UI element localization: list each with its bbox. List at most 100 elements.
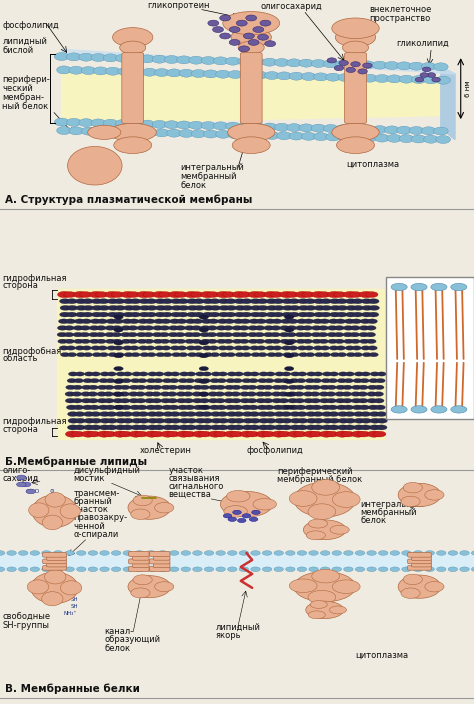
Circle shape	[282, 312, 292, 317]
Text: гидрофильная: гидрофильная	[2, 274, 67, 282]
Circle shape	[272, 319, 282, 324]
Circle shape	[350, 332, 360, 337]
Circle shape	[143, 291, 155, 297]
Text: олиго-: олиго-	[2, 466, 31, 474]
Circle shape	[73, 339, 83, 344]
Circle shape	[135, 567, 144, 572]
Circle shape	[100, 551, 109, 555]
Circle shape	[303, 398, 314, 403]
Text: мембранный: мембранный	[360, 508, 417, 517]
Circle shape	[240, 385, 250, 389]
Circle shape	[145, 431, 158, 437]
Circle shape	[118, 128, 133, 136]
Circle shape	[100, 567, 109, 572]
FancyBboxPatch shape	[150, 566, 170, 572]
Circle shape	[359, 291, 373, 298]
Circle shape	[360, 412, 371, 417]
Circle shape	[238, 291, 251, 297]
Circle shape	[258, 34, 269, 40]
Circle shape	[154, 319, 164, 324]
Circle shape	[99, 353, 109, 357]
Ellipse shape	[238, 41, 264, 54]
Circle shape	[226, 122, 240, 130]
Circle shape	[145, 391, 155, 396]
Circle shape	[80, 332, 90, 337]
Circle shape	[247, 398, 257, 403]
Circle shape	[199, 341, 209, 345]
Circle shape	[330, 353, 340, 357]
Circle shape	[411, 284, 427, 291]
Circle shape	[291, 372, 300, 376]
Circle shape	[402, 567, 411, 572]
Circle shape	[427, 73, 436, 77]
Circle shape	[258, 412, 269, 417]
Text: олигосахарид: олигосахарид	[261, 2, 322, 11]
Text: SH: SH	[71, 603, 79, 608]
Ellipse shape	[289, 579, 317, 593]
Circle shape	[281, 425, 292, 430]
Circle shape	[209, 431, 222, 437]
Circle shape	[240, 131, 255, 139]
Text: бислой: бислой	[2, 46, 34, 55]
Circle shape	[88, 567, 98, 572]
Circle shape	[359, 332, 369, 337]
Circle shape	[319, 319, 330, 324]
Circle shape	[90, 339, 100, 344]
Circle shape	[55, 118, 69, 126]
Ellipse shape	[308, 504, 336, 520]
Circle shape	[153, 291, 166, 298]
Circle shape	[270, 332, 280, 337]
Circle shape	[106, 425, 117, 430]
Circle shape	[256, 385, 266, 389]
Circle shape	[288, 319, 298, 324]
Circle shape	[140, 55, 155, 63]
FancyBboxPatch shape	[150, 551, 170, 556]
Circle shape	[265, 346, 275, 350]
Text: NH₃⁺: NH₃⁺	[64, 610, 77, 615]
Circle shape	[263, 391, 273, 396]
Circle shape	[360, 125, 375, 133]
Circle shape	[284, 328, 294, 332]
Circle shape	[67, 412, 78, 417]
Circle shape	[337, 306, 348, 310]
Circle shape	[195, 418, 206, 423]
Ellipse shape	[60, 504, 81, 518]
Circle shape	[73, 385, 82, 389]
Circle shape	[298, 298, 309, 303]
Circle shape	[178, 353, 188, 357]
Circle shape	[136, 385, 146, 389]
Circle shape	[83, 425, 94, 430]
Circle shape	[128, 332, 137, 337]
Circle shape	[296, 326, 306, 330]
Circle shape	[358, 391, 368, 396]
Circle shape	[336, 346, 346, 350]
Circle shape	[460, 567, 469, 572]
Circle shape	[83, 412, 94, 417]
Circle shape	[146, 298, 157, 303]
Circle shape	[91, 119, 106, 127]
Text: вещества: вещества	[168, 490, 211, 499]
Circle shape	[161, 385, 171, 389]
Circle shape	[216, 70, 230, 78]
Circle shape	[279, 332, 290, 337]
Circle shape	[249, 517, 258, 522]
Circle shape	[115, 412, 126, 417]
Circle shape	[302, 291, 314, 297]
Circle shape	[201, 379, 210, 383]
Ellipse shape	[231, 27, 271, 47]
Ellipse shape	[128, 496, 171, 520]
Circle shape	[111, 551, 121, 555]
Circle shape	[350, 74, 365, 82]
Circle shape	[135, 432, 148, 437]
Circle shape	[120, 332, 131, 337]
Ellipse shape	[332, 491, 360, 508]
Circle shape	[327, 58, 337, 63]
Circle shape	[89, 332, 99, 337]
Circle shape	[239, 326, 249, 330]
Circle shape	[199, 315, 209, 319]
Circle shape	[335, 398, 346, 403]
Circle shape	[202, 312, 213, 317]
Circle shape	[146, 306, 157, 310]
Circle shape	[448, 551, 458, 555]
Circle shape	[289, 312, 300, 317]
